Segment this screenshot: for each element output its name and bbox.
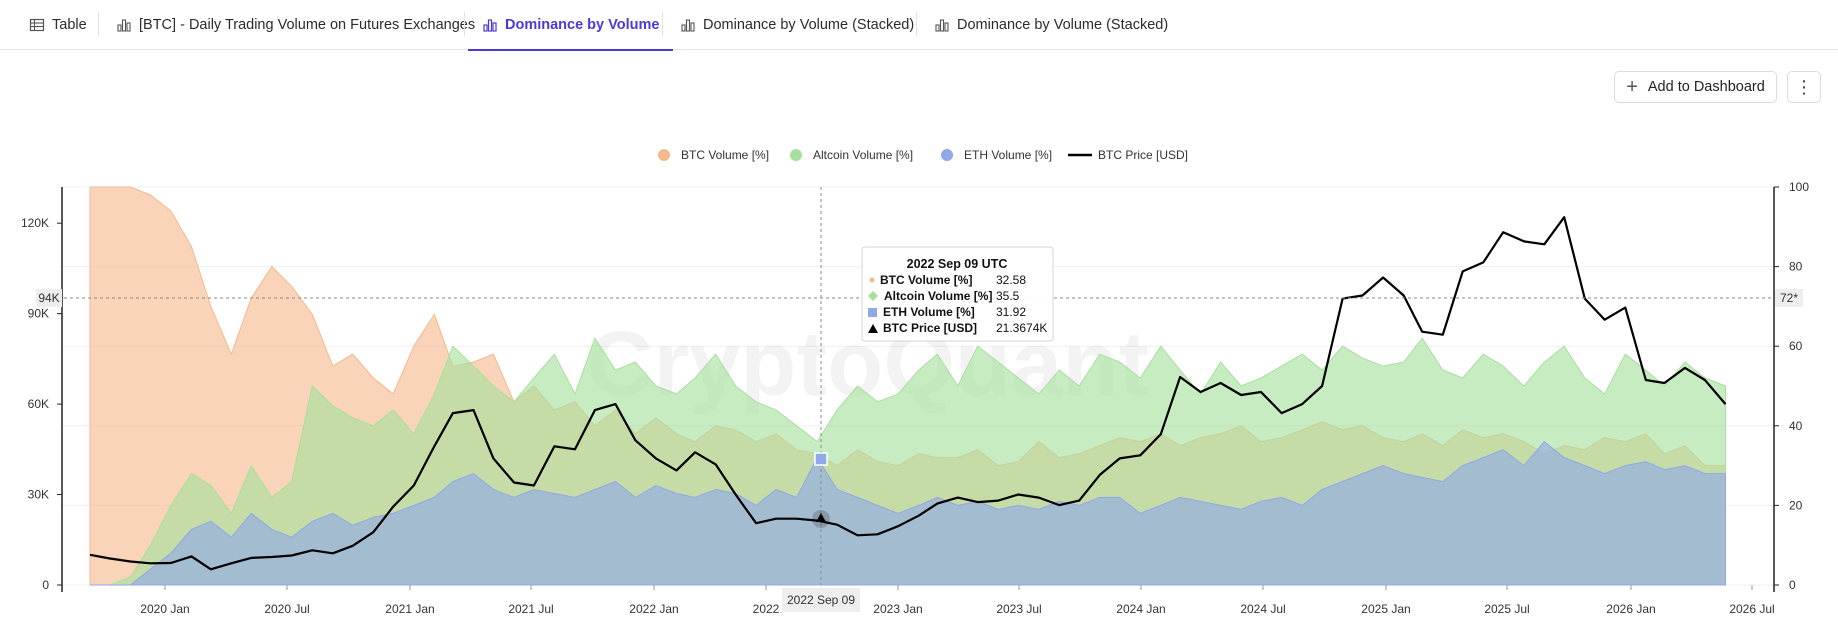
tab-divider — [916, 12, 917, 36]
legend-item-altcoin-volume[interactable]: Altcoin Volume [%] — [790, 148, 913, 162]
tab-label: Table — [52, 17, 87, 33]
more-vertical-icon: ⋮ — [1795, 76, 1813, 97]
y-left-tick-label: 90K — [28, 307, 49, 321]
tooltip-marker-altcoin — [868, 291, 878, 301]
plus-icon: + — [1626, 76, 1638, 98]
legend-item-btc-price[interactable]: BTC Price [USD] — [1068, 148, 1188, 162]
y-left-tick-label: 60K — [28, 397, 49, 411]
tab-dominance-stacked-1[interactable]: Dominance by Volume (Stacked) — [680, 0, 914, 50]
legend-swatch-btc — [658, 149, 670, 161]
tooltip-marker-btc — [869, 277, 875, 283]
legend-label-btc: BTC Volume [%] — [681, 148, 769, 162]
table-icon — [29, 18, 45, 32]
more-options-button[interactable]: ⋮ — [1787, 71, 1821, 103]
tooltip-label-eth: ETH Volume [%] — [883, 305, 975, 319]
legend-label-price: BTC Price [USD] — [1098, 148, 1188, 162]
tab-bar: Table [BTC] - Daily Trading Volume on Fu… — [0, 0, 1838, 51]
x-axis-ticks: 2020 Jan 2020 Jul 2021 Jan 2021 Jul 2022 Jan… — [140, 585, 1775, 616]
x-tick-label: 2022 Jan — [629, 602, 678, 616]
y-left-tick-label: 120K — [21, 216, 49, 230]
crosshair-x-label: 2022 Sep 09 — [787, 593, 855, 607]
axes — [61, 187, 1775, 592]
area-series — [89, 186, 1726, 586]
tooltip-marker-price — [868, 324, 878, 333]
crosshair-marker-eth — [814, 452, 828, 466]
tab-dominance-by-volume[interactable]: Dominance by Volume — [467, 0, 674, 51]
tab-divider — [464, 12, 465, 36]
tooltip-title: 2022 Sep 09 UTC — [907, 257, 1008, 271]
tooltip-value-price: 21.3674K — [996, 321, 1047, 335]
bar-chart-icon — [117, 19, 131, 32]
add-to-dashboard-button[interactable]: + Add to Dashboard — [1614, 71, 1777, 103]
x-tick-label: 2020 Jul — [264, 602, 309, 616]
x-tick-label: 2026 Jul — [1729, 602, 1774, 616]
tooltip-label-price: BTC Price [USD] — [883, 321, 977, 335]
price-series — [89, 216, 1727, 571]
tab-label: [BTC] - Daily Trading Volume on Futures … — [139, 17, 476, 33]
tooltip-value-eth: 31.92 — [996, 305, 1026, 319]
x-tick-label: 2024 Jul — [1240, 602, 1285, 616]
legend-item-btc-volume[interactable]: BTC Volume [%] — [658, 148, 769, 162]
y-right-tick-label: 80 — [1789, 260, 1803, 274]
crosshair-x-label-bg — [782, 588, 860, 612]
add-to-dashboard-label: Add to Dashboard — [1647, 79, 1765, 95]
x-tick-label: 2020 Jan — [140, 602, 189, 616]
crosshair-left-label-bg — [36, 289, 62, 307]
crosshair-marker-price — [816, 513, 826, 522]
x-tick-label: 2025 Jul — [1484, 602, 1529, 616]
tab-daily-trading-volume[interactable]: [BTC] - Daily Trading Volume on Futures … — [116, 0, 475, 50]
x-tick-label: 2023 Jul — [996, 602, 1041, 616]
y-right-tick-label: 60 — [1789, 339, 1803, 353]
x-tick-label: 2025 Jan — [1361, 602, 1410, 616]
x-tick-label: 2023 Jan — [873, 602, 922, 616]
tab-label: Dominance by Volume — [505, 17, 660, 33]
legend-swatch-altcoin — [790, 149, 802, 161]
tab-divider — [98, 12, 99, 36]
y-left-tick-label: 30K — [28, 488, 49, 502]
x-tick-label: 2021 Jul — [508, 602, 553, 616]
bar-chart-icon — [935, 19, 949, 32]
dominance-chart[interactable]: BTC Volume [%] Altcoin Volume [%] ETH Vo… — [0, 140, 1838, 641]
x-tick-label: 2024 Jan — [1116, 602, 1165, 616]
tab-divider — [662, 12, 663, 36]
line-btc-price — [89, 216, 1727, 571]
chart-legend: BTC Volume [%] Altcoin Volume [%] ETH Vo… — [658, 148, 1188, 162]
tooltip-box — [861, 246, 1054, 342]
tooltip-label-btc: BTC Volume [%] — [880, 273, 972, 287]
crosshair-right-label: 72* — [1780, 291, 1798, 305]
legend-item-eth-volume[interactable]: ETH Volume [%] — [941, 148, 1052, 162]
tab-label: Dominance by Volume (Stacked) — [703, 17, 915, 33]
y-axis-right-ticks: 0 20 40 60 80 100 — [1774, 180, 1809, 592]
legend-swatch-eth — [941, 149, 953, 161]
y-axis-left-ticks: 0 30K 60K 90K 120K — [21, 216, 62, 592]
tooltip-value-btc: 32.58 — [996, 273, 1026, 287]
tooltip-marker-eth — [868, 308, 877, 317]
bar-chart-icon — [681, 19, 695, 32]
chart-tooltip: 2022 Sep 09 UTC BTC Volume [%] 32.58 Alt… — [861, 246, 1054, 342]
x-tick-label: 2022 — [753, 602, 780, 616]
x-tick-label: 2021 Jan — [385, 602, 434, 616]
y-right-tick-label: 20 — [1789, 498, 1803, 512]
y-left-tick-label: 0 — [42, 578, 49, 592]
tab-table[interactable]: Table — [29, 0, 87, 50]
crosshair: 94K 72* 2022 Sep 09 — [36, 187, 1803, 612]
bar-chart-icon — [483, 19, 497, 32]
y-right-tick-label: 100 — [1789, 180, 1809, 194]
legend-label-eth: ETH Volume [%] — [964, 148, 1052, 162]
y-right-tick-label: 0 — [1789, 578, 1796, 592]
tab-label: Dominance by Volume (Stacked) — [957, 17, 1169, 33]
y-right-tick-label: 40 — [1789, 419, 1803, 433]
x-tick-label: 2026 Jan — [1606, 602, 1655, 616]
tab-dominance-stacked-2[interactable]: Dominance by Volume (Stacked) — [934, 0, 1168, 50]
crosshair-right-label-bg — [1775, 289, 1803, 307]
area-eth-volume — [90, 441, 1726, 586]
crosshair-left-label: 94K — [38, 291, 59, 305]
legend-label-altcoin: Altcoin Volume [%] — [813, 148, 913, 162]
tooltip-value-altcoin: 35.5 — [996, 289, 1020, 303]
tooltip-label-altcoin: Altcoin Volume [%] — [884, 289, 992, 303]
